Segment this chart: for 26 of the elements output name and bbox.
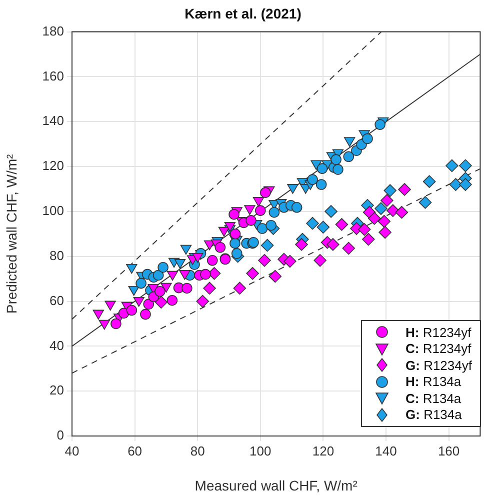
x-tick-label: 40	[64, 443, 80, 458]
y-tick-label: 100	[42, 203, 64, 218]
x-tick-label: 160	[438, 443, 460, 458]
y-tick-label: 160	[42, 68, 64, 84]
y-tick-label: 0	[56, 428, 64, 443]
chart-title: Kærn et al. (2021)	[184, 5, 302, 22]
legend-label: G: R1234yf	[406, 358, 472, 373]
legend-label: H: R1234yf	[406, 324, 472, 340]
x-tick-label: 140	[375, 443, 397, 458]
y-tick-label: 120	[42, 158, 64, 174]
y-tick-label: 40	[50, 338, 64, 353]
x-axis-title: Measured wall CHF, W/m²	[194, 477, 358, 494]
y-tick-label: 140	[42, 113, 64, 128]
x-tick-label: 80	[190, 443, 205, 458]
y-tick-label: 180	[42, 23, 64, 38]
y-axis-title: Predicted wall CHF, W/m²	[3, 154, 20, 314]
legend-label: C: R134a	[406, 390, 462, 406]
y-tick-label: 20	[50, 382, 64, 398]
y-tick-label: 60	[50, 292, 64, 308]
legend-label: G: R134a	[406, 407, 462, 422]
x-tick-label: 120	[312, 443, 334, 458]
x-tick-label: 60	[128, 443, 142, 458]
x-tick-label: 100	[250, 443, 272, 458]
y-tick-label: 80	[50, 248, 64, 263]
legend-label: H: R134a	[406, 374, 462, 390]
legend-label: C: R1234yf	[406, 341, 472, 356]
